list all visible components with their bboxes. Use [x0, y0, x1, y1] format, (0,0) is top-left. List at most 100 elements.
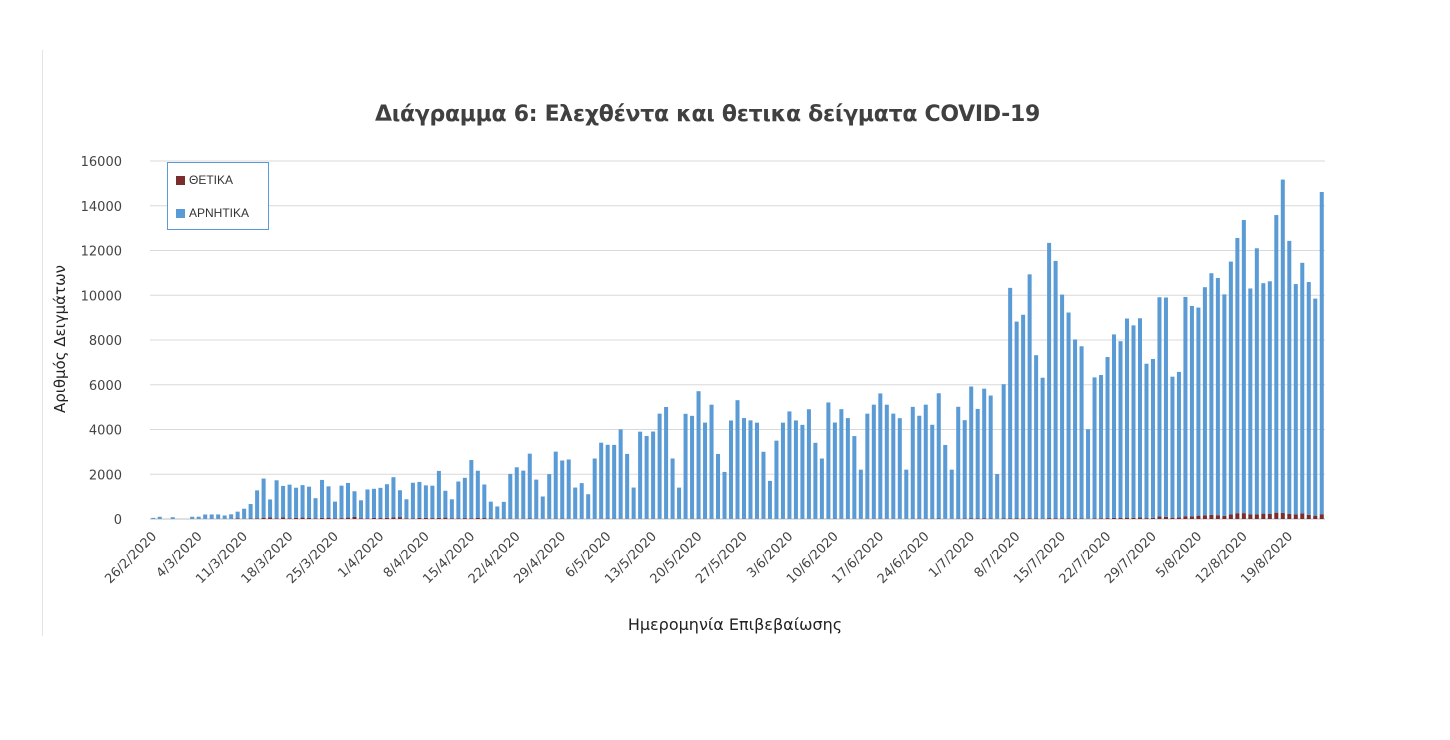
bar-positive — [1170, 517, 1175, 519]
bar-negative — [1105, 357, 1110, 519]
bar-negative — [638, 431, 643, 519]
bar-negative — [307, 486, 312, 518]
bar-positive — [326, 517, 331, 519]
legend-item-negative: ΑΡΝΗΤΙΚΑ — [176, 206, 249, 220]
bar-negative — [320, 479, 325, 518]
bar-negative — [1086, 429, 1091, 519]
bar-positive — [1157, 516, 1162, 519]
bar-negative — [281, 485, 286, 518]
bar-negative — [566, 459, 571, 519]
bar-positive — [1241, 513, 1246, 519]
bar-negative — [579, 483, 584, 519]
bar-negative — [345, 482, 351, 518]
bar-negative — [735, 400, 740, 519]
bar-positive — [1137, 517, 1142, 519]
bar-negative — [1293, 284, 1298, 515]
bar-negative — [696, 391, 701, 519]
bar-positive — [417, 517, 422, 519]
bar-negative — [1248, 288, 1253, 515]
bar-negative — [248, 504, 253, 519]
bar-negative — [871, 404, 876, 519]
x-tick-label: 1/4/2020 — [335, 529, 387, 581]
bar-negative — [1183, 296, 1188, 517]
bar-negative — [1157, 297, 1162, 517]
bar-positive — [261, 517, 266, 519]
bar-positive — [1248, 514, 1253, 519]
bar-negative — [709, 404, 714, 519]
bar-negative — [845, 418, 850, 519]
bar-positive — [1150, 517, 1155, 519]
bar-positive — [378, 518, 383, 519]
bar-negative — [508, 473, 513, 519]
bar-negative — [599, 442, 604, 519]
bar-positive — [313, 518, 318, 519]
bar-negative — [423, 485, 428, 518]
bar-positive — [404, 518, 409, 519]
bar-negative — [1008, 287, 1013, 519]
bar-negative — [690, 415, 695, 519]
bar-positive — [462, 518, 467, 519]
bar-positive — [345, 517, 351, 519]
x-axis-label: Ημερομηνία Επιβεβαίωσης — [627, 615, 843, 634]
bar-negative — [1150, 359, 1155, 518]
bar-negative — [501, 501, 506, 519]
bar-negative — [1287, 240, 1292, 514]
bar-negative — [878, 393, 883, 519]
bar-negative — [774, 440, 779, 519]
bar-negative — [514, 467, 519, 519]
bar-positive — [1163, 516, 1168, 519]
bar-negative — [462, 477, 467, 519]
bar-negative — [1112, 334, 1117, 518]
y-tick-label: 0 — [114, 513, 122, 528]
bar-negative — [897, 418, 902, 519]
bar-positive — [1066, 518, 1071, 519]
legend-swatch-positive — [176, 175, 185, 185]
bar-negative — [1274, 215, 1279, 513]
bar-negative — [410, 482, 415, 519]
bar-negative — [397, 490, 402, 518]
bar-negative — [242, 508, 247, 519]
bar-negative — [586, 494, 591, 519]
bar-negative — [1300, 262, 1305, 514]
bar-negative — [793, 420, 798, 519]
bar-negative — [1040, 377, 1045, 519]
bar-negative — [677, 487, 682, 519]
bar-positive — [1267, 513, 1272, 519]
bar-positive — [482, 518, 487, 519]
bar-positive — [1008, 518, 1013, 519]
bar-negative — [203, 514, 208, 519]
bar-positive — [1274, 512, 1279, 519]
bar-positive — [1073, 518, 1078, 519]
bar-negative — [482, 484, 487, 519]
bar-negative — [917, 415, 922, 519]
bar-negative — [449, 499, 454, 519]
bar-negative — [1144, 363, 1149, 519]
bar-negative — [982, 388, 987, 519]
legend-swatch-negative — [176, 208, 185, 218]
bar-negative — [1306, 282, 1311, 515]
bar-positive — [287, 518, 292, 519]
bar-positive — [307, 517, 312, 519]
bar-negative — [1163, 297, 1168, 517]
bar-positive — [384, 517, 389, 519]
bar-negative — [943, 444, 948, 519]
bar-negative — [651, 431, 656, 519]
bar-positive — [1118, 517, 1123, 519]
bar-negative — [1021, 314, 1026, 519]
bar-negative — [819, 458, 824, 519]
bar-negative — [1209, 273, 1214, 515]
bar-negative — [261, 478, 266, 518]
bar-positive — [358, 518, 363, 519]
bar-negative — [268, 499, 273, 518]
y-tick-label: 10000 — [81, 289, 122, 304]
bar-negative — [664, 406, 669, 519]
bar-positive — [1060, 518, 1065, 519]
bar-negative — [469, 460, 474, 519]
bar-negative — [618, 429, 623, 519]
bar-negative — [300, 485, 305, 518]
bar-positive — [1105, 518, 1110, 519]
legend-item-positive: ΘΕΤΙΚΑ — [176, 173, 233, 187]
bar-negative — [728, 420, 734, 519]
bar-negative — [612, 444, 617, 519]
bar-positive — [1228, 514, 1233, 519]
